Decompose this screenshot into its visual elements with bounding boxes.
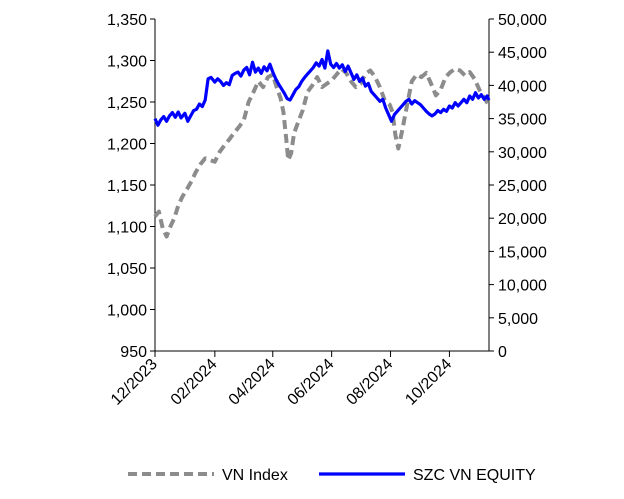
y-right-tick-label: 45,000 [498, 45, 547, 62]
legend-label-szc-vn-equity: SZC VN EQUITY [413, 467, 536, 484]
y-right-tick-label: 15,000 [498, 244, 547, 261]
y-right-tick-label: 10,000 [498, 278, 547, 295]
axes: 950 1,000 1,050 1,100 1,150 1,200 1,250 1,300 1,… [107, 12, 547, 409]
series-lines [153, 49, 491, 239]
y-left-tick-label: 1,350 [107, 12, 147, 29]
y-right-tick-label: 25,000 [498, 178, 547, 195]
legend: VN Index SZC VN EQUITY [128, 467, 536, 484]
x-tick-label: 06/2024 [285, 356, 338, 409]
series-line-szc-vn-equity [153, 49, 491, 127]
y-left-tick-label: 1,250 [107, 95, 147, 112]
series-line-vn-index [153, 66, 490, 239]
y-right-tick-label: 35,000 [498, 112, 547, 129]
y-left-tick-label: 1,000 [107, 303, 147, 320]
y-left-tick-label: 1,100 [107, 220, 147, 237]
x-tick-label: 02/2024 [168, 356, 221, 409]
y-left-tick-label: 1,300 [107, 54, 147, 71]
x-tick-label: 04/2024 [226, 356, 279, 409]
y-left-tick-label: 1,150 [107, 178, 147, 195]
y-right-tick-label: 30,000 [498, 145, 547, 162]
y-right-tick-label: 50,000 [498, 12, 547, 29]
y-right-tick-label: 0 [498, 344, 507, 361]
y-right-tick-label: 40,000 [498, 78, 547, 95]
y-left-tick-label: 950 [120, 344, 147, 361]
y-right-tick-label: 5,000 [498, 311, 538, 328]
x-tick-label: 12/2023 [108, 356, 161, 409]
legend-label-vn-index: VN Index [222, 467, 288, 484]
y-right-tick-label: 20,000 [498, 211, 547, 228]
x-tick-label: 10/2024 [402, 356, 455, 409]
y-left-tick-label: 1,200 [107, 137, 147, 154]
x-tick-label: 08/2024 [343, 356, 396, 409]
y-left-tick-label: 1,050 [107, 261, 147, 278]
